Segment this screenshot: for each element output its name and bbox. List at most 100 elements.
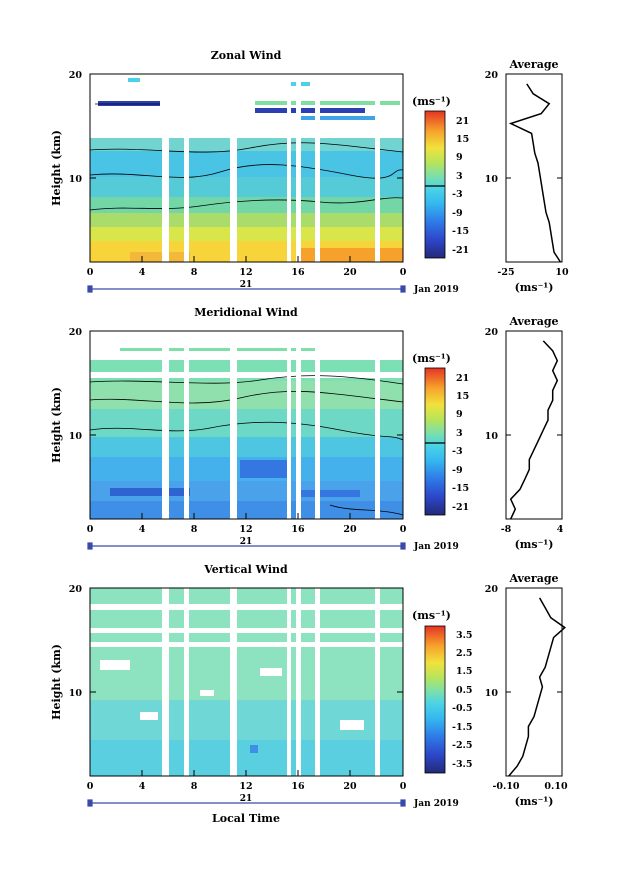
vertical-ytick-20: 20 <box>69 584 83 595</box>
meridional-cbar-tick-0: 21 <box>456 373 469 384</box>
vertical-cbar-tick-1: 2.5 <box>456 648 473 659</box>
meridional-avg-ytick-20: 20 <box>485 327 499 338</box>
vertical-avg-unit: (ms⁻¹) <box>515 795 554 808</box>
zonal-date-axis <box>87 285 406 293</box>
zonal-day-label: 21 <box>240 280 253 290</box>
zonal-wind-panel: Zonal Wind <box>50 49 569 295</box>
meridional-cbar-tick-1: 15 <box>456 391 469 402</box>
meridional-wind-panel: Meridional Wind <box>50 306 564 552</box>
vertical-xtick-0: 0 <box>87 781 94 792</box>
zonal-cbar-ticks: 21 15 9 3 -3 -9 -15 -21 <box>452 116 469 256</box>
meridional-avg-xtick-1: 4 <box>557 524 564 535</box>
meridional-cbar-ticks: 21 15 9 3 -3 -9 -15 -21 <box>452 373 469 513</box>
vertical-avg-ytick-10: 10 <box>485 688 499 699</box>
zonal-date-label: Jan 2019 <box>413 285 459 295</box>
zonal-xtick-3: 12 <box>239 267 252 278</box>
zonal-title: Zonal Wind <box>211 49 282 62</box>
meridional-cbar-tick-4: -3 <box>452 446 463 457</box>
vertical-cbar-tick-2: 1.5 <box>456 666 473 677</box>
vertical-day-label: 21 <box>240 794 253 804</box>
local-time-label: Local Time <box>212 812 280 825</box>
zonal-average-panel: Average 20 10 -25 10 (ms⁻¹) <box>485 58 569 294</box>
vertical-cbar-ticks: 3.5 2.5 1.5 0.5 -0.5 -1.5 -2.5 -3.5 <box>452 630 473 770</box>
vertical-colorbar: (ms⁻¹) <box>412 609 451 774</box>
meridional-heatmap <box>90 331 403 519</box>
meridional-cbar-tick-6: -15 <box>452 483 469 494</box>
zonal-xtick-2: 8 <box>191 267 198 278</box>
meridional-ytick-10: 10 <box>69 431 83 442</box>
meridional-xtick-5: 20 <box>343 524 357 535</box>
zonal-xtick-5: 20 <box>343 267 357 278</box>
zonal-xtick-6: 0 <box>400 267 407 278</box>
vertical-wind-panel: Vertical Wind <box>50 563 568 825</box>
meridional-cbar-unit: (ms⁻¹) <box>412 352 451 365</box>
zonal-cbar-tick-2: 9 <box>456 152 463 163</box>
vertical-ytick-10: 10 <box>69 688 83 699</box>
meridional-xtick-6: 0 <box>400 524 407 535</box>
zonal-average-title: Average <box>508 58 558 71</box>
vertical-title: Vertical Wind <box>203 563 288 576</box>
zonal-avg-xtick-1: 10 <box>555 267 569 278</box>
zonal-heatmap <box>90 74 403 262</box>
zonal-cbar-tick-4: -3 <box>452 189 463 200</box>
vertical-ylabel: Height (km) <box>50 644 63 720</box>
meridional-ytick-20: 20 <box>69 327 83 338</box>
meridional-avg-xtick-0: -8 <box>501 524 512 535</box>
vertical-average-title: Average <box>508 572 558 585</box>
vertical-avg-ytick-20: 20 <box>485 584 499 595</box>
meridional-cbar-tick-5: -9 <box>452 465 463 476</box>
zonal-cbar-tick-1: 15 <box>456 134 469 145</box>
vertical-cbar-tick-7: -3.5 <box>452 759 472 770</box>
meridional-average-panel: Average 20 10 -8 4 (ms⁻¹) <box>485 315 564 551</box>
vertical-avg-xtick-1: 0.10 <box>544 781 568 792</box>
vertical-date-axis <box>87 799 406 807</box>
meridional-day-label: 21 <box>240 537 253 547</box>
zonal-cbar-tick-6: -15 <box>452 226 469 237</box>
vertical-xtick-3: 12 <box>239 781 252 792</box>
vertical-xtick-6: 0 <box>400 781 407 792</box>
meridional-ylabel: Height (km) <box>50 387 63 463</box>
meridional-ticks <box>89 330 404 519</box>
vertical-cbar-tick-6: -2.5 <box>452 740 472 751</box>
zonal-avg-ytick-10: 10 <box>485 174 499 185</box>
meridional-title: Meridional Wind <box>194 306 298 319</box>
vertical-average-panel: Average 20 10 -0.10 0.10 (ms⁻¹) <box>485 572 568 808</box>
vertical-avg-xtick-0: -0.10 <box>492 781 519 792</box>
zonal-cbar-tick-7: -21 <box>452 245 469 256</box>
vertical-xtick-5: 20 <box>343 781 357 792</box>
vertical-cbar-tick-3: 0.5 <box>456 685 473 696</box>
zonal-ticks <box>89 73 404 262</box>
zonal-cbar-unit: (ms⁻¹) <box>412 95 451 108</box>
meridional-xtick-0: 0 <box>87 524 94 535</box>
zonal-ytick-10: 10 <box>69 174 83 185</box>
meridional-cbar-tick-2: 9 <box>456 409 463 420</box>
zonal-xtick-1: 4 <box>139 267 146 278</box>
meridional-colorbar: (ms⁻¹) <box>412 352 451 516</box>
zonal-cbar-tick-3: 3 <box>456 171 463 182</box>
zonal-cbar-tick-0: 21 <box>456 116 469 127</box>
meridional-date-axis <box>87 542 406 550</box>
vertical-cbar-unit: (ms⁻¹) <box>412 609 451 622</box>
vertical-cbar-tick-5: -1.5 <box>452 722 472 733</box>
vertical-cbar-tick-0: 3.5 <box>456 630 473 641</box>
zonal-ylabel: Height (km) <box>50 130 63 206</box>
vertical-cbar-tick-4: -0.5 <box>452 703 472 714</box>
zonal-xtick-0: 0 <box>87 267 94 278</box>
zonal-xtick-4: 16 <box>291 267 305 278</box>
vertical-heatmap <box>90 588 403 776</box>
vertical-average-profile <box>508 597 567 777</box>
meridional-average-title: Average <box>508 315 558 328</box>
meridional-avg-ytick-10: 10 <box>485 431 499 442</box>
vertical-ticks <box>89 587 404 776</box>
zonal-ytick-20: 20 <box>69 70 83 81</box>
vertical-xtick-1: 4 <box>139 781 146 792</box>
zonal-colorbar: (ms⁻¹) <box>412 95 451 259</box>
meridional-date-label: Jan 2019 <box>413 542 459 552</box>
meridional-xtick-4: 16 <box>291 524 305 535</box>
meridional-xtick-3: 12 <box>239 524 252 535</box>
meridional-cbar-tick-3: 3 <box>456 428 463 439</box>
zonal-avg-unit: (ms⁻¹) <box>515 281 554 294</box>
meridional-avg-unit: (ms⁻¹) <box>515 538 554 551</box>
vertical-date-label: Jan 2019 <box>413 799 459 809</box>
